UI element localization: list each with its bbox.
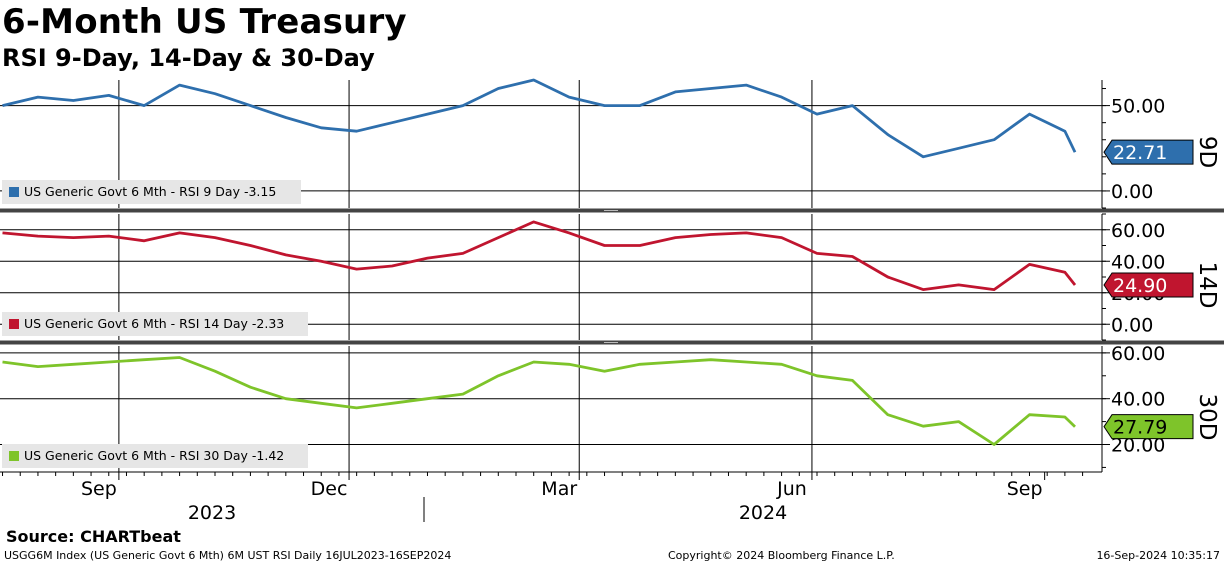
last-value-label-9D: 22.71 [1113,142,1167,164]
x-tick-label: Jun [776,478,807,500]
legend-box-14D [2,312,308,336]
chart-subtitle: RSI 9-Day, 14-Day & 30-Day [2,44,375,72]
last-value-marker-14D [1103,272,1194,298]
series-line-14D [2,220,1077,292]
panel-30D: 20.00 40.00 60.00 27.79 30D US Generic Govt 6… [0,343,1220,472]
x-tick-label: Sep [81,478,117,500]
footer-timestamp: 16-Sep-2024 10:35:17 [1096,549,1220,562]
legend-label-9D: US Generic Govt 6 Mth - RSI 9 Day -3.15 [24,184,276,199]
last-value-marker-30D [1103,414,1194,440]
x-tick-label: Dec [311,478,348,500]
y-tick-label: 0.00 [1111,314,1153,336]
footer-copyright: Copyright© 2024 Bloomberg Finance L.P. [668,549,895,562]
y-tick-label: 40.00 [1111,389,1165,411]
footer-index-description: USGG6M Index (US Generic Govt 6 Mth) 6M … [4,549,452,562]
legend-box-9D [2,180,301,204]
series-line-30D [2,356,1076,446]
chart-title: 6-Month US Treasury [2,2,407,42]
legend-label-30D: US Generic Govt 6 Mth - RSI 30 Day -1.42 [24,448,284,463]
panel-9D: 0.00 50.00 22.71 9D US Generic Govt 6 Mth - … [0,78,1220,209]
last-value-label-30D: 27.79 [1113,417,1167,439]
y-tick-label: 0.00 [1111,181,1153,203]
x-tick-label: Sep [1007,478,1043,500]
y-tick-label: 20.00 [1111,435,1165,457]
legend-swatch-9D [9,187,19,197]
year-label: 2024 [739,502,787,524]
x-tick-label: Mar [541,478,577,500]
legend-swatch-14D [9,319,19,329]
last-value-marker-9D [1103,139,1194,165]
panel-label-9D: 9D [1194,136,1220,168]
y-tick-label: 50.00 [1111,96,1165,118]
year-label: 2023 [188,502,236,524]
legend-box-30D [2,444,308,468]
y-tick-label: 60.00 [1111,220,1165,242]
source-label: Source: CHARTbeat [6,527,181,546]
panel-label-30D: 30D [1194,394,1220,441]
last-value-label-14D: 24.90 [1113,275,1167,297]
legend-label-14D: US Generic Govt 6 Mth - RSI 14 Day -2.33 [24,316,284,331]
y-tick-label: 60.00 [1111,343,1165,365]
series-line-9D [2,78,1077,159]
panel-label-14D: 14D [1194,262,1220,309]
y-tick-label: 40.00 [1111,251,1165,273]
legend-swatch-30D [9,451,19,461]
